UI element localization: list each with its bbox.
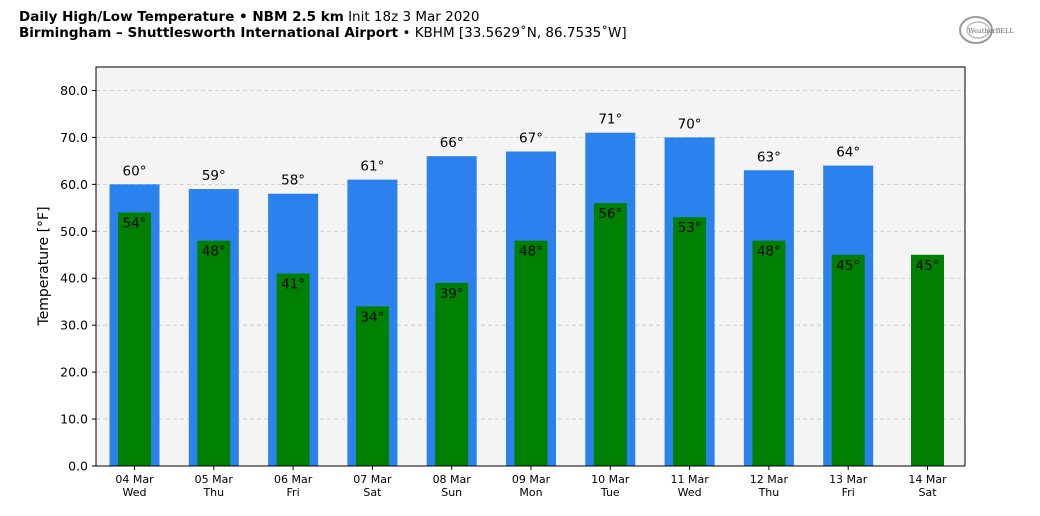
low-value-label: 39° xyxy=(440,286,464,302)
low-bar xyxy=(514,240,548,466)
low-value-label: 48° xyxy=(202,244,226,260)
y-tick-label: 0.0 xyxy=(68,459,88,474)
low-bar xyxy=(118,212,151,466)
chart-header: Daily High/Low Temperature • NBM 2.5 km … xyxy=(19,9,627,41)
low-value-label: 34° xyxy=(360,309,384,325)
station-coords: • KBHM [33.5629˚N, 86.7535˚W] xyxy=(402,25,627,41)
plot-frame xyxy=(95,66,966,467)
low-bar xyxy=(276,273,310,466)
low-value-label: 53° xyxy=(678,220,702,236)
logo-text: WeatherBELL xyxy=(968,27,1014,35)
y-axis-ticks: 0.0 10.0 20.0 30.0 40.0 50.0 60.0 70.0 80.0 xyxy=(60,83,96,474)
x-tick-date: 11 Mar xyxy=(670,473,709,486)
low-bar xyxy=(355,306,389,466)
x-tick-date: 14 Mar xyxy=(908,473,947,486)
title-line-1: Daily High/Low Temperature • NBM 2.5 km … xyxy=(19,9,627,25)
high-value-label: 58° xyxy=(281,173,305,189)
high-value-label: 59° xyxy=(202,168,226,184)
y-tick-label: 40.0 xyxy=(60,271,88,286)
high-value-label: 63° xyxy=(757,149,781,165)
x-tick-day: Fri xyxy=(287,486,300,499)
y-tick-label: 50.0 xyxy=(60,224,88,239)
low-bar xyxy=(831,254,865,466)
low-value-label: 56° xyxy=(598,206,622,222)
bars: 60° 54° 59° 48° 58° 41° 61° 34° 66° 39° 67° 48° 71° 5… xyxy=(109,112,944,467)
x-tick-date: 13 Mar xyxy=(829,473,868,486)
x-tick-day: Mon xyxy=(519,486,542,499)
station-name: Birmingham – Shuttlesworth International… xyxy=(19,25,399,41)
y-tick-label: 60.0 xyxy=(60,177,88,192)
x-tick-day: Thu xyxy=(758,486,780,499)
y-tick-label: 10.0 xyxy=(60,412,88,427)
x-tick-date: 04 Mar xyxy=(115,473,154,486)
x-tick-date: 09 Mar xyxy=(512,473,551,486)
y-tick-label: 70.0 xyxy=(60,130,88,145)
x-tick-date: 12 Mar xyxy=(750,473,789,486)
low-bar xyxy=(593,203,627,467)
low-bar xyxy=(435,282,469,466)
low-bar xyxy=(752,240,786,466)
low-bar xyxy=(673,217,707,466)
weatherbell-logo: WeatherBELL xyxy=(959,16,1014,44)
x-tick-date: 05 Mar xyxy=(195,473,234,486)
x-tick-day: Sun xyxy=(441,486,462,499)
low-value-label: 45° xyxy=(916,258,940,274)
y-tick-label: 30.0 xyxy=(60,318,88,333)
x-tick-day: Wed xyxy=(123,486,147,499)
x-tick-day: Thu xyxy=(202,486,224,499)
chart-title: Daily High/Low Temperature • NBM 2.5 km xyxy=(19,9,344,25)
low-bar xyxy=(197,240,231,466)
high-value-label: 70° xyxy=(678,116,702,132)
low-value-label: 54° xyxy=(123,216,147,232)
y-tick-label: 80.0 xyxy=(60,83,88,98)
high-value-label: 64° xyxy=(836,145,860,161)
init-time: Init 18z 3 Mar 2020 xyxy=(348,9,480,25)
x-tick-day: Fri xyxy=(842,486,855,499)
x-tick-date: 07 Mar xyxy=(353,473,392,486)
low-value-label: 45° xyxy=(836,258,860,274)
high-value-label: 67° xyxy=(519,130,543,146)
low-value-label: 48° xyxy=(519,244,543,260)
high-value-label: 61° xyxy=(360,159,384,175)
x-tick-day: Wed xyxy=(678,486,702,499)
title-line-2: Birmingham – Shuttlesworth International… xyxy=(19,25,627,41)
low-bar xyxy=(911,254,944,466)
high-value-label: 66° xyxy=(440,135,464,151)
y-axis-label: Temperature [°F] xyxy=(36,206,52,326)
low-value-label: 41° xyxy=(281,277,305,293)
x-tick-day: Tue xyxy=(600,486,620,499)
y-tick-label: 20.0 xyxy=(60,365,88,380)
high-value-label: 60° xyxy=(123,163,147,179)
high-value-label: 71° xyxy=(598,112,622,128)
x-tick-date: 06 Mar xyxy=(274,473,313,486)
x-tick-day: Sat xyxy=(363,486,382,499)
x-tick-day: Sat xyxy=(918,486,937,499)
low-value-label: 48° xyxy=(757,244,781,260)
x-tick-date: 10 Mar xyxy=(591,473,630,486)
x-tick-date: 08 Mar xyxy=(433,473,472,486)
